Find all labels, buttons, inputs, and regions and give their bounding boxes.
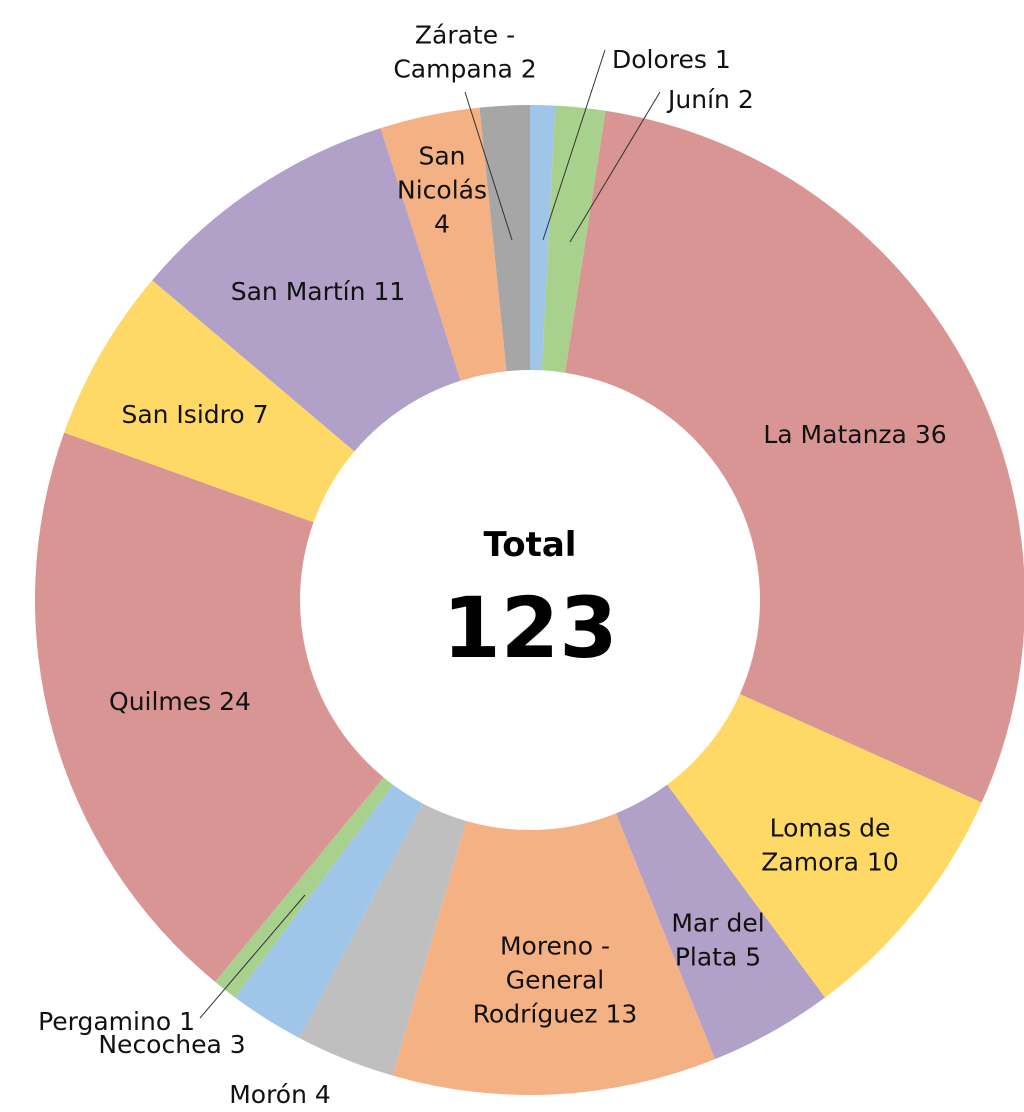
value-label: 1 <box>714 45 731 75</box>
slice-label: San Isidro 7 <box>65 398 325 432</box>
category-label: Morón <box>229 1080 307 1110</box>
leader-line <box>542 49 606 241</box>
donut-slice <box>299 803 467 1076</box>
leader-line <box>464 91 513 241</box>
slice-label: Necochea 3 <box>97 1028 247 1062</box>
category-label: Zárate - Campana <box>393 20 516 83</box>
donut-slice <box>34 432 384 982</box>
value-label: 13 <box>605 998 638 1028</box>
donut-slice <box>64 280 355 523</box>
donut-slice <box>215 777 393 998</box>
value-label: 1 <box>179 1007 195 1037</box>
donut-slice <box>234 784 423 1038</box>
category-label: Junín <box>668 85 730 115</box>
category-label: Quilmes <box>109 687 212 717</box>
value-label: 10 <box>866 847 899 876</box>
value-label: 4 <box>314 1080 331 1110</box>
value-label: 2 <box>737 85 754 115</box>
slice-label: San Nicolás 4 <box>387 139 497 240</box>
center-value: 123 <box>442 579 618 677</box>
slice-label: Mar del Plata 5 <box>658 906 778 974</box>
leader-line <box>569 91 661 243</box>
category-label: Dolores <box>612 45 707 75</box>
value-label: 11 <box>373 277 406 307</box>
value-label: 3 <box>229 1030 246 1060</box>
slice-label: La Matanza 36 <box>705 418 1005 452</box>
slice-label: Junín 2 <box>668 83 868 117</box>
category-label: Mar del Plata <box>671 908 765 971</box>
value-label: 7 <box>252 400 269 430</box>
donut-slice <box>530 105 556 371</box>
slice-label: Pergamino 1 <box>0 1005 195 1039</box>
slice-label: Zárate - Campana 2 <box>380 18 550 86</box>
category-label: Moreno - General Rodríguez <box>472 931 611 1028</box>
category-label: San Isidro <box>121 400 245 430</box>
value-label: 36 <box>914 420 947 450</box>
slice-label: Quilmes 24 <box>50 685 310 719</box>
slice-label: Lomas de Zamora 10 <box>730 811 930 879</box>
leader-line <box>199 894 306 1019</box>
value-label: 4 <box>434 208 450 238</box>
donut-slice <box>479 105 530 372</box>
category-label: San Nicolás <box>397 141 487 205</box>
value-label: 5 <box>745 942 762 971</box>
slice-label: Morón 4 <box>180 1078 380 1112</box>
category-label: Necochea <box>98 1030 222 1060</box>
value-label: 2 <box>520 54 537 83</box>
donut-slice <box>541 105 606 373</box>
category-label: Lomas de Zamora <box>761 813 891 876</box>
donut-slice <box>152 128 461 452</box>
donut-slice <box>392 813 716 1096</box>
donut-slice <box>667 694 982 998</box>
value-label: 24 <box>219 687 251 717</box>
center-title: Total <box>483 525 577 565</box>
slice-label: Dolores 1 <box>612 43 812 77</box>
donut-slice <box>565 110 1024 803</box>
slice-label: San Martín 11 <box>188 275 448 309</box>
slice-label: Moreno - General Rodríguez 13 <box>450 929 660 1030</box>
donut-slice <box>615 784 826 1060</box>
donut-slice <box>380 107 507 381</box>
category-label: San Martín <box>230 277 366 307</box>
category-label: Pergamino <box>38 1007 172 1037</box>
category-label: La Matanza <box>763 420 907 450</box>
